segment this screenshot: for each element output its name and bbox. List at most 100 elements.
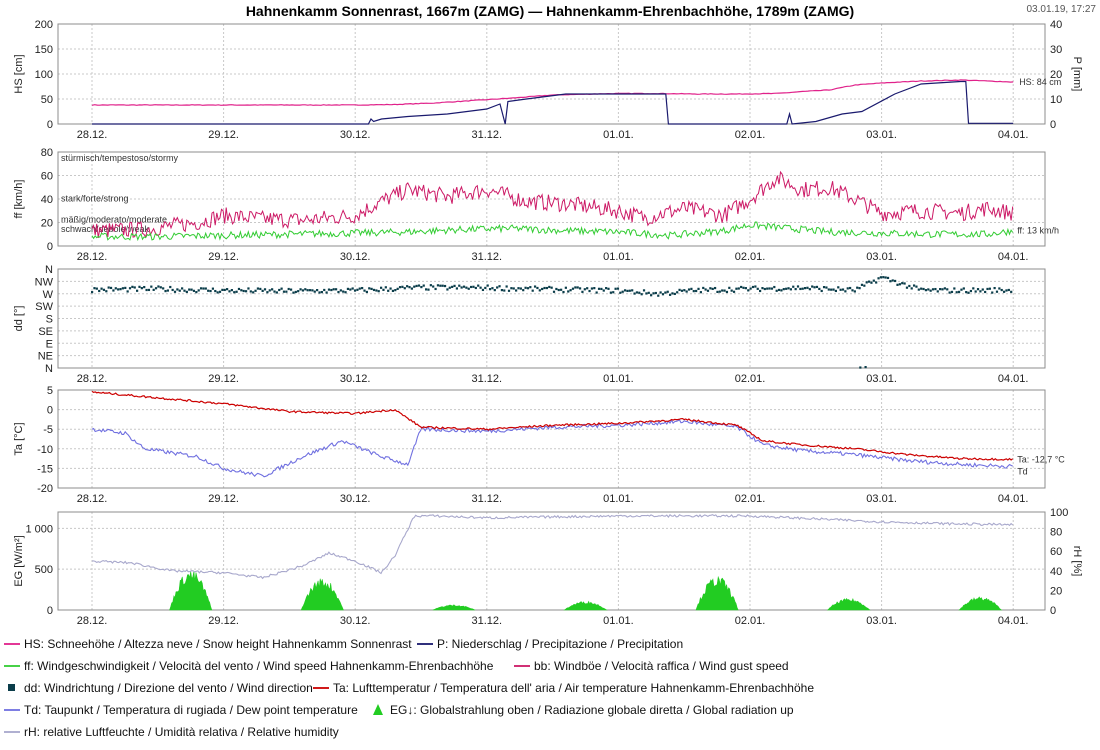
dd-point	[754, 285, 757, 288]
dd-point	[614, 287, 617, 290]
dd-point	[571, 287, 575, 290]
dd-point	[595, 291, 598, 294]
dd-point	[183, 289, 186, 292]
dd-point	[470, 285, 473, 289]
dd-point	[837, 286, 840, 289]
dd-point	[114, 287, 117, 290]
y-tick-label: -15	[37, 463, 53, 475]
dd-point	[207, 289, 210, 292]
dd-point	[420, 285, 423, 289]
dd-point	[446, 288, 449, 291]
dd-point	[268, 289, 271, 292]
dd-point	[339, 289, 342, 292]
dd-point	[749, 287, 752, 290]
x-tick-label: 30.12.	[340, 615, 371, 627]
y-tick-label: -5	[43, 424, 53, 436]
dd-point	[588, 289, 591, 293]
y-tick-label-right: 20	[1050, 69, 1062, 81]
dd-point	[581, 290, 584, 293]
dd-point	[133, 286, 136, 289]
dd-point	[413, 285, 416, 288]
dd-point	[102, 288, 106, 291]
dd-point	[368, 287, 371, 290]
dd-point	[910, 287, 913, 290]
dd-point	[872, 279, 875, 282]
dd-point	[181, 287, 184, 290]
dd-point	[323, 288, 326, 292]
dd-point	[164, 289, 167, 293]
x-tick-label: 02.01.	[735, 251, 766, 263]
panel-temperature: 5 0 -5 -10 -15 -20 28.12. 29.12. 30.12. 31.12. 01.…	[13, 385, 1065, 505]
dd-point	[121, 287, 124, 290]
dewpoint-line	[91, 419, 1013, 478]
dd-point	[612, 291, 615, 294]
dd-point	[190, 288, 193, 291]
dd-point	[124, 286, 127, 290]
dd-point	[794, 288, 797, 291]
dd-point	[785, 287, 788, 290]
y-tick-label-right: 40	[1050, 566, 1062, 578]
dd-point	[214, 289, 217, 293]
dd-point	[384, 286, 387, 289]
dd-point	[908, 284, 911, 288]
dd-point	[936, 290, 939, 293]
dd-point	[344, 291, 347, 294]
precip-line	[92, 80, 1014, 125]
y-tick-label: 5	[47, 385, 53, 397]
legend-item-eg: EG↓: Globalstrahlung oben / Radiazione g…	[373, 703, 794, 717]
dd-point	[950, 290, 954, 294]
dd-point	[924, 289, 928, 292]
dd-point	[716, 290, 719, 294]
dd-point	[939, 288, 942, 291]
dd-point	[226, 288, 229, 291]
dd-point	[375, 289, 378, 292]
y-tick-label: 500	[35, 564, 53, 576]
dd-point	[252, 291, 255, 294]
wind-band-label: schwach/debole/weak	[61, 224, 150, 234]
dd-point	[713, 286, 717, 290]
y-tick-label-right: 100	[1050, 507, 1068, 519]
dd-point	[960, 288, 963, 291]
dd-point	[533, 285, 537, 288]
dd-point	[619, 291, 622, 294]
dd-point	[486, 284, 489, 287]
legend-item-bb: bb: Windböe / Velocità raffica / Wind gu…	[514, 659, 789, 673]
x-tick-label: 04.01.	[998, 251, 1029, 263]
radiation-area	[169, 571, 213, 611]
dd-point	[254, 289, 257, 292]
dd-point	[638, 291, 641, 294]
dd-point	[747, 289, 750, 292]
dd-point	[898, 283, 901, 286]
dd-point	[519, 287, 522, 290]
x-tick-label: 28.12.	[77, 373, 108, 385]
x-tick-label: 29.12.	[208, 251, 239, 263]
y-tick-label: NW	[35, 276, 54, 288]
dd-point	[157, 285, 160, 288]
dd-point	[555, 287, 558, 291]
dd-point	[782, 288, 785, 291]
y-tick-label-right: 80	[1050, 527, 1062, 539]
dd-point	[372, 288, 376, 292]
dd-point	[858, 287, 861, 290]
x-tick-label: 03.01.	[866, 373, 897, 385]
dd-point	[517, 287, 520, 290]
dd-point	[166, 289, 170, 292]
dd-point	[361, 286, 364, 290]
dd-point	[773, 285, 776, 289]
dd-point	[91, 291, 94, 294]
dd-point	[152, 288, 155, 291]
dd-point	[143, 285, 146, 289]
dd-point	[112, 289, 115, 292]
x-tick-label: 02.01.	[735, 373, 766, 385]
dd-point	[912, 284, 916, 287]
dd-point	[297, 290, 300, 293]
dd-point	[818, 287, 821, 291]
dd-point	[626, 289, 629, 293]
dd-point	[602, 289, 605, 292]
dd-point	[436, 284, 440, 287]
dd-point	[228, 290, 231, 293]
dd-point	[737, 287, 740, 290]
x-tick-label: 02.01.	[735, 129, 766, 141]
dd-point	[178, 289, 181, 292]
dd-point	[699, 291, 702, 294]
